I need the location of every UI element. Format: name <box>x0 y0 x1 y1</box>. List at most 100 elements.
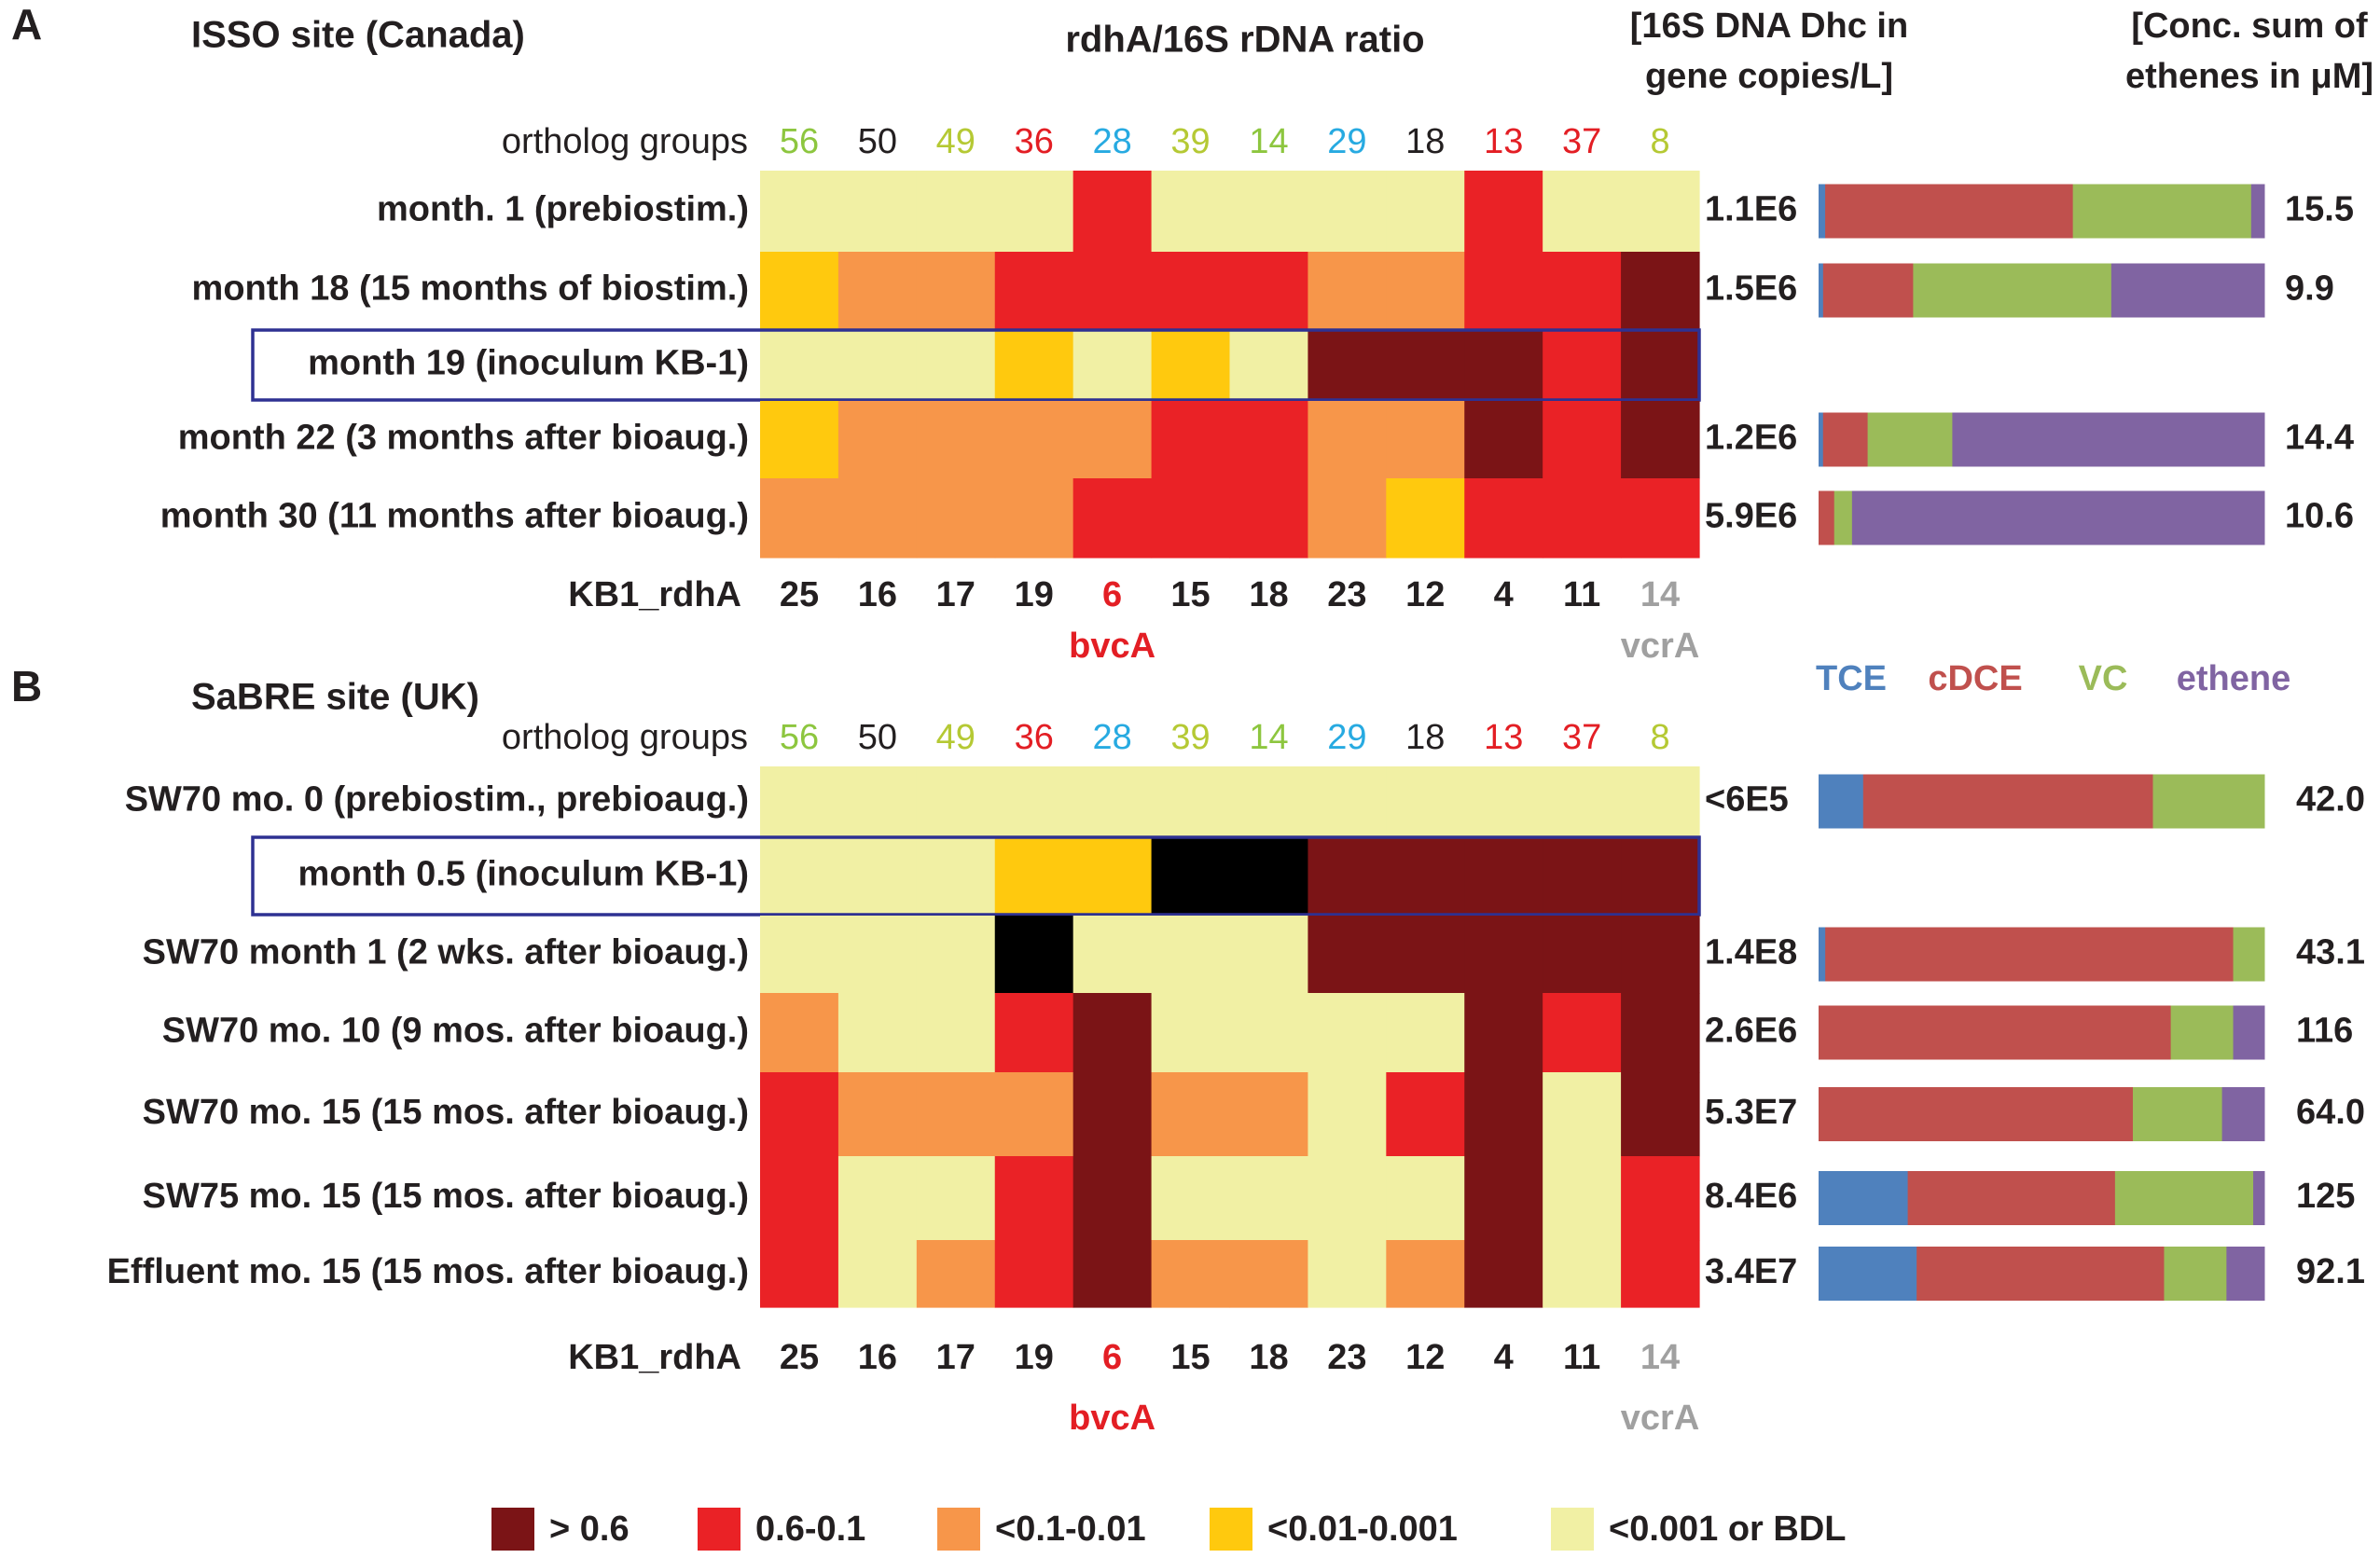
panel-b-heat-cell <box>1543 993 1622 1073</box>
heat-legend-label: <0.1-0.01 <box>995 1510 1146 1549</box>
dhc-header-line1: [16S DNA Dhc in <box>1630 7 1908 46</box>
panel-b-heat-cell <box>760 916 839 994</box>
panel-a-heat-cell <box>1072 171 1153 253</box>
panel-b-heat-cell <box>916 836 996 917</box>
panel-a-heat-cell <box>1386 171 1465 253</box>
panel-a-heat-cell <box>1229 329 1309 402</box>
panel-b-heat-cell <box>760 1072 839 1157</box>
panel-a-heat-cell <box>1621 171 1700 253</box>
panel-b-heat-cell <box>760 993 839 1073</box>
panel-b-heat-cell <box>1386 1240 1465 1308</box>
panel-a-heat-cell <box>916 401 996 479</box>
panel-a-ortholog-29: 29 <box>1327 122 1366 161</box>
panel-b-heat-cell <box>1464 1240 1543 1308</box>
panel-a-heat-cell <box>1308 171 1387 253</box>
panel-a-inoculum-highlight-box <box>251 328 1701 402</box>
panel-b-heat-cell <box>1229 916 1309 994</box>
panel-b-heat-cell <box>994 1240 1074 1308</box>
panel-a-kb1-17: 17 <box>936 575 976 614</box>
panel-b-heat-cell <box>916 916 996 994</box>
panel-b-heat-cell <box>1464 993 1543 1073</box>
panel-b-kb1-25: 25 <box>780 1338 819 1377</box>
panel-a-heat-cell <box>1386 252 1465 330</box>
panel-b-heat-cell <box>760 1156 839 1241</box>
panel-a-heat-cell <box>1151 329 1231 402</box>
panel-a-heat-cell <box>1621 478 1700 558</box>
panel-a-heat-cell <box>837 401 918 479</box>
panel-b-heat-cell <box>916 993 996 1073</box>
panel-a-ortholog-50: 50 <box>858 122 897 161</box>
panel-b-heat-cell <box>1072 1156 1153 1241</box>
panel-b-heat-cell <box>1386 836 1465 917</box>
panel-b-heat-cell <box>1151 993 1231 1073</box>
panel-b-heat-cell <box>1308 836 1387 917</box>
panel-a-heat-cell <box>1229 171 1309 253</box>
panel-a-kb1-12: 12 <box>1405 575 1445 614</box>
panel-a-heat-cell <box>916 252 996 330</box>
panel-a-row-label: month 22 (3 months after bioaug.) <box>178 419 749 458</box>
panel-a-ortholog-13: 13 <box>1484 122 1523 161</box>
panel-a-heat-cell <box>1072 252 1153 330</box>
panel-a-heat-cell <box>1308 401 1387 479</box>
panel-b-kb1-11: 11 <box>1563 1338 1600 1377</box>
panel-a-kb1-11: 11 <box>1563 575 1600 614</box>
panel-b-heat-cell <box>1229 1156 1309 1241</box>
panel-a-heat-cell <box>1464 401 1543 479</box>
panel-a-ethene-total: 10.6 <box>2285 497 2354 536</box>
panel-b-heat-cell <box>1543 1156 1622 1241</box>
panel-a-row-label: month. 1 (prebiostim.) <box>377 190 749 229</box>
panel-b-heat-cell <box>837 1240 918 1308</box>
compound-legend-TCE: TCE <box>1816 659 1887 698</box>
panel-a-ethene-total: 14.4 <box>2285 419 2354 458</box>
panel-b-ethene-total: 116 <box>2296 1012 2353 1051</box>
panel-b-kb1-4: 4 <box>1494 1338 1514 1377</box>
panel-b-heat-cell <box>760 836 839 917</box>
panel-a-kb1-25: 25 <box>780 575 819 614</box>
panel-a-heat-cell <box>837 478 918 558</box>
panel-a-ortholog-49: 49 <box>936 122 976 161</box>
panel-a-heat-cell <box>1464 329 1543 402</box>
panel-b-bar-TCE <box>1819 927 1826 982</box>
panel-b-heat-cell <box>1386 1072 1465 1157</box>
panel-b-heat-cell <box>1621 766 1700 837</box>
panel-a-heat-cell <box>1072 478 1153 558</box>
panel-b-heat-cell <box>1229 766 1309 837</box>
panel-b-ethene-total: 92.1 <box>2296 1252 2365 1291</box>
panel-a-ortholog-14: 14 <box>1249 122 1288 161</box>
panel-b-heat-cell <box>1151 1240 1231 1308</box>
panel-b-row-label: SW70 month 1 (2 wks. after bioaug.) <box>143 933 749 972</box>
panel-b-ortholog-8: 8 <box>1650 718 1669 757</box>
panel-a-heat-cell <box>837 329 918 402</box>
panel-a-heat-cell <box>1151 252 1231 330</box>
panel-b-bar-ethene <box>2253 1171 2265 1225</box>
panel-b-heat-cell <box>994 916 1074 994</box>
panel-a-bar-cDCE <box>1819 490 1835 545</box>
panel-b-heat-cell <box>1464 916 1543 994</box>
panel-b-ortholog-28: 28 <box>1092 718 1131 757</box>
panel-a-bar-VC <box>1833 490 1853 545</box>
panel-a-bar-TCE <box>1819 412 1824 467</box>
panel-b-row-label: SW70 mo. 10 (9 mos. after bioaug.) <box>162 1012 749 1051</box>
panel-a-heat-cell <box>1621 252 1700 330</box>
panel-b-ortholog-39: 39 <box>1170 718 1210 757</box>
panel-a-heat-cell <box>916 329 996 402</box>
panel-b-heat-cell <box>1543 1240 1622 1308</box>
panel-a-heat-cell <box>1386 329 1465 402</box>
panel-b-row-label: SW75 mo. 15 (15 mos. after bioaug.) <box>143 1177 749 1216</box>
panel-a-panel-letter: A <box>11 0 42 48</box>
panel-b-row-label: SW70 mo. 0 (prebiostim., prebioaug.) <box>125 780 749 820</box>
panel-b-bar-cDCE <box>1862 774 2153 829</box>
panel-b-heat-cell <box>1386 1156 1465 1241</box>
panel-b-dhc-value: 8.4E6 <box>1705 1177 1797 1216</box>
panel-a-heat-cell <box>1543 329 1622 402</box>
panel-b-heat-cell <box>1543 766 1622 837</box>
panel-b-bar-cDCE <box>1907 1171 2116 1225</box>
panel-b-heat-cell <box>1072 766 1153 837</box>
panel-b-heat-cell <box>1229 836 1309 917</box>
panel-b-ethene-total: 42.0 <box>2296 780 2365 820</box>
heat-legend-label: > 0.6 <box>549 1510 630 1549</box>
panel-b-heat-cell <box>1621 993 1700 1073</box>
panel-a-heat-cell <box>1308 252 1387 330</box>
panel-a-heat-cell <box>1464 252 1543 330</box>
panel-b-heat-cell <box>1151 1156 1231 1241</box>
